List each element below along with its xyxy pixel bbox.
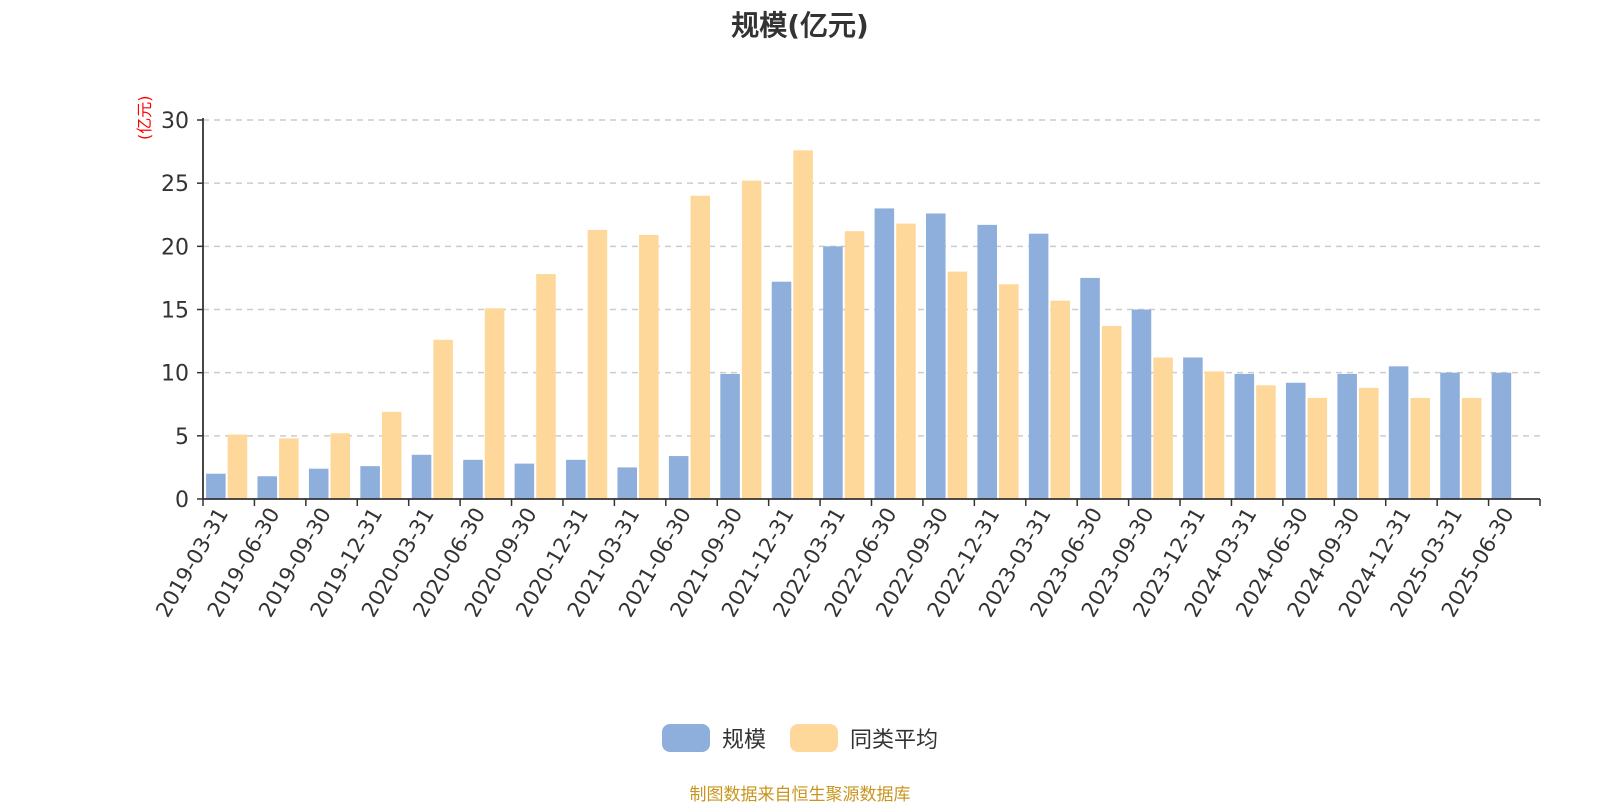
y-tick-label: 15 xyxy=(161,299,189,324)
bar xyxy=(896,223,916,500)
y-tick-label: 20 xyxy=(161,235,189,260)
bar xyxy=(1285,382,1306,499)
legend-item-peer-average[interactable]: 同类平均 xyxy=(790,722,938,754)
bar xyxy=(668,456,689,499)
bar xyxy=(381,411,402,499)
bar xyxy=(741,180,762,499)
bar xyxy=(1337,373,1357,499)
y-tick-label: 25 xyxy=(161,172,189,197)
bar xyxy=(1307,397,1328,499)
bar xyxy=(330,433,351,499)
bar xyxy=(227,434,248,499)
y-tick-label: 5 xyxy=(175,425,189,450)
bar xyxy=(1388,366,1409,499)
bar xyxy=(360,466,380,499)
bar xyxy=(639,234,659,500)
bar xyxy=(1461,397,1482,499)
legend-label-scale: 规模 xyxy=(721,728,766,753)
bar xyxy=(823,246,843,499)
bar xyxy=(308,468,329,499)
chart-title: 规模(亿元) xyxy=(731,9,869,42)
bar xyxy=(1256,385,1276,499)
bar xyxy=(1234,373,1255,499)
bar xyxy=(720,373,740,499)
bar xyxy=(463,459,483,499)
bar xyxy=(411,454,432,499)
bar xyxy=(999,284,1019,499)
bar xyxy=(1131,309,1152,499)
bar xyxy=(1440,372,1460,499)
legend-item-scale[interactable]: 规模 xyxy=(661,722,766,754)
bar xyxy=(536,274,556,499)
bar xyxy=(1153,357,1173,499)
legend-swatch-scale xyxy=(661,724,710,752)
source-note: 制图数据来自恒生聚源数据库 xyxy=(689,785,911,805)
legend: 规模 同类平均 xyxy=(0,722,1600,754)
bar xyxy=(771,281,792,499)
bar xyxy=(587,229,608,499)
bar xyxy=(514,463,535,499)
bar xyxy=(433,339,453,499)
bar xyxy=(206,473,226,499)
legend-label-peer-average: 同类平均 xyxy=(850,728,939,753)
bar xyxy=(1410,397,1430,499)
bar xyxy=(1028,233,1049,499)
bar xyxy=(617,467,638,499)
y-tick-label: 30 xyxy=(161,109,189,134)
bar xyxy=(1101,325,1122,499)
legend-swatch-peer-average xyxy=(790,724,838,752)
bar xyxy=(257,476,278,499)
bar xyxy=(484,308,505,499)
y-tick-label: 0 xyxy=(175,488,189,513)
bar xyxy=(1491,372,1512,499)
bar xyxy=(1204,371,1225,499)
bar xyxy=(690,195,711,500)
bar xyxy=(844,231,865,499)
bar xyxy=(566,459,586,499)
bar xyxy=(1358,387,1379,499)
bar xyxy=(947,271,968,499)
bar xyxy=(279,438,299,499)
bar xyxy=(1050,300,1070,499)
bar xyxy=(1080,277,1100,499)
bar xyxy=(874,208,895,499)
bar xyxy=(977,224,997,499)
y-tick-label: 10 xyxy=(161,362,189,387)
bar xyxy=(1183,357,1203,499)
bar xyxy=(926,213,946,499)
bar xyxy=(793,150,813,499)
